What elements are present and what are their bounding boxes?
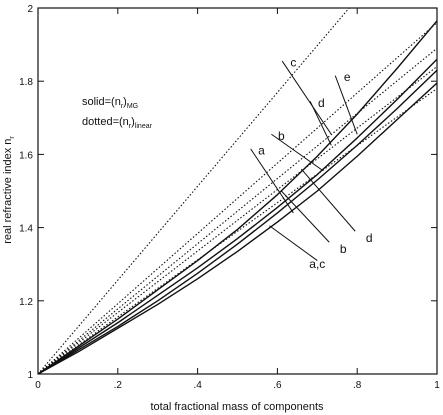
curve-label-d: d <box>366 231 373 245</box>
legend-dotted-prefix: dotted=(n <box>82 116 129 128</box>
x-tick-label: .8 <box>353 380 362 391</box>
x-axis-label: total fractional mass of components <box>150 401 324 413</box>
legend-dotted-sub1: r <box>129 123 132 130</box>
y-axis-label-subscript: r <box>9 136 16 139</box>
x-tick-label: 0 <box>35 380 41 391</box>
leader-line <box>250 148 294 214</box>
curve-label-a: a <box>258 143 265 157</box>
y-tick-label: 2 <box>27 4 33 15</box>
y-tick-label: 1.4 <box>19 224 33 235</box>
curve-label-b: b <box>340 242 347 256</box>
y-tick-label: 1.8 <box>19 77 33 88</box>
y-axis-label-main: real refractive index n <box>2 139 14 244</box>
y-axis-label: real refractive index nr <box>2 136 16 244</box>
series-solid-e <box>38 20 437 374</box>
x-tick-label: .4 <box>193 380 202 391</box>
x-tick-label: .2 <box>114 380 123 391</box>
legend-solid-sub2: MG <box>127 103 138 110</box>
x-tick-label: .6 <box>273 380 282 391</box>
curve-label-a-c: a,c <box>309 257 325 271</box>
y-tick-label: 1.2 <box>19 297 33 308</box>
leader-line <box>334 75 358 135</box>
legend-solid-prefix: solid=(n <box>82 96 121 108</box>
curve-label-e: e <box>344 70 351 84</box>
series-dotted-a <box>38 88 437 374</box>
legend-solid-sub1: r <box>121 103 124 110</box>
legend-solid-mid: ) <box>123 96 127 108</box>
leader-line <box>281 60 332 135</box>
curve-label-c: c <box>290 56 296 70</box>
legend: solid=(nr)MG dotted=(nr)linear <box>82 96 153 130</box>
curve-label-d: d <box>318 96 325 110</box>
leader-line <box>281 190 330 243</box>
series-dotted-e <box>38 22 437 374</box>
leader-line <box>269 225 318 261</box>
legend-dotted: dotted=(nr)linear <box>82 116 153 130</box>
leader-line <box>300 168 356 232</box>
y-axis-label-group: real refractive index nr <box>2 136 16 244</box>
legend-dotted-mid: ) <box>131 116 135 128</box>
curve-label-b: b <box>278 129 285 143</box>
legend-dotted-sub2: linear <box>135 123 153 130</box>
leader-line <box>271 133 324 172</box>
y-tick-label: 1.6 <box>19 150 33 161</box>
series-dotted-b <box>38 66 437 374</box>
x-tick-label: 1 <box>434 380 440 391</box>
y-tick-label: 1 <box>27 370 33 381</box>
legend-solid: solid=(nr)MG <box>82 96 138 110</box>
series-dotted-c <box>38 8 350 374</box>
series-solid-d <box>38 58 437 374</box>
series-solid-b <box>38 69 437 374</box>
series-solid-a-c <box>38 82 437 374</box>
plot-frame <box>37 7 438 375</box>
